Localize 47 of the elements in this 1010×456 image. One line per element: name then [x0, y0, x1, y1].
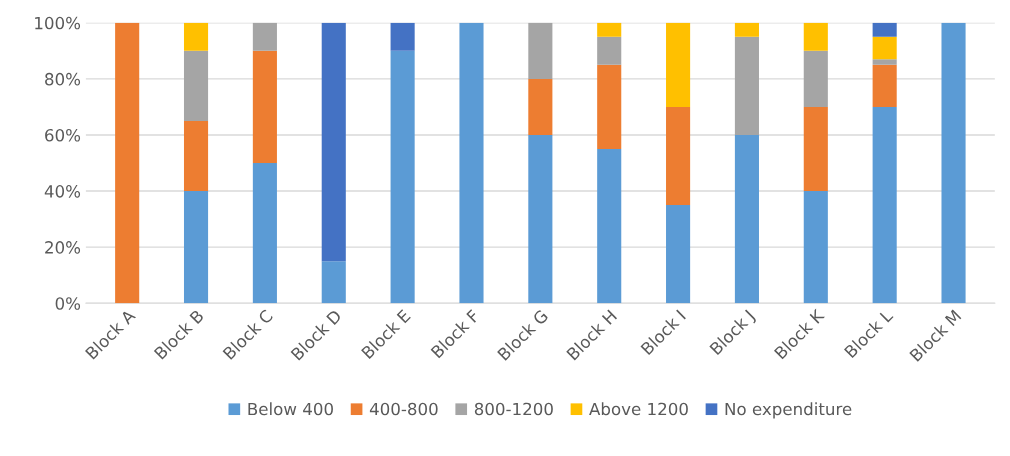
bar	[528, 78, 553, 135]
bar	[803, 50, 828, 107]
bar	[390, 22, 415, 51]
bar	[941, 22, 966, 304]
bar	[459, 22, 484, 304]
bar	[666, 106, 691, 206]
bar	[597, 149, 622, 304]
bar	[734, 134, 759, 304]
y-tick-label: 40%	[44, 185, 81, 198]
bar	[872, 106, 897, 304]
bar	[115, 22, 140, 304]
bar	[872, 59, 897, 65]
bar	[183, 22, 209, 51]
bar	[872, 36, 897, 60]
bar	[252, 163, 277, 304]
bar	[734, 36, 759, 135]
bar	[803, 106, 828, 192]
y-tick-label: 100%	[35, 16, 81, 30]
legend-label: 400-800	[369, 402, 438, 416]
bar	[803, 191, 828, 304]
legend-label: Below 400	[248, 402, 333, 416]
bar	[872, 64, 897, 107]
bar	[803, 22, 828, 51]
bar	[528, 134, 553, 304]
y-tick-label: 80%	[45, 72, 81, 86]
bar	[597, 22, 622, 37]
bar	[666, 22, 691, 107]
bar	[872, 22, 897, 37]
bar	[252, 50, 277, 164]
bar	[528, 22, 553, 79]
bar	[183, 50, 209, 121]
bar	[666, 205, 691, 304]
bar	[252, 22, 277, 51]
bar	[321, 261, 346, 304]
y-tick-label: 60%	[45, 128, 81, 142]
bar	[597, 36, 622, 65]
bar	[734, 22, 759, 37]
y-tick-label: 0%	[55, 297, 81, 310]
bar	[183, 120, 209, 192]
legend-label: Above 1200	[589, 402, 688, 416]
bar	[321, 22, 346, 262]
bar	[597, 64, 622, 149]
bar	[183, 191, 209, 304]
legend-label: 800-1200	[474, 402, 553, 416]
y-tick-label: 20%	[45, 241, 81, 254]
bar	[390, 50, 415, 304]
legend-label: No expenditure	[725, 402, 852, 419]
